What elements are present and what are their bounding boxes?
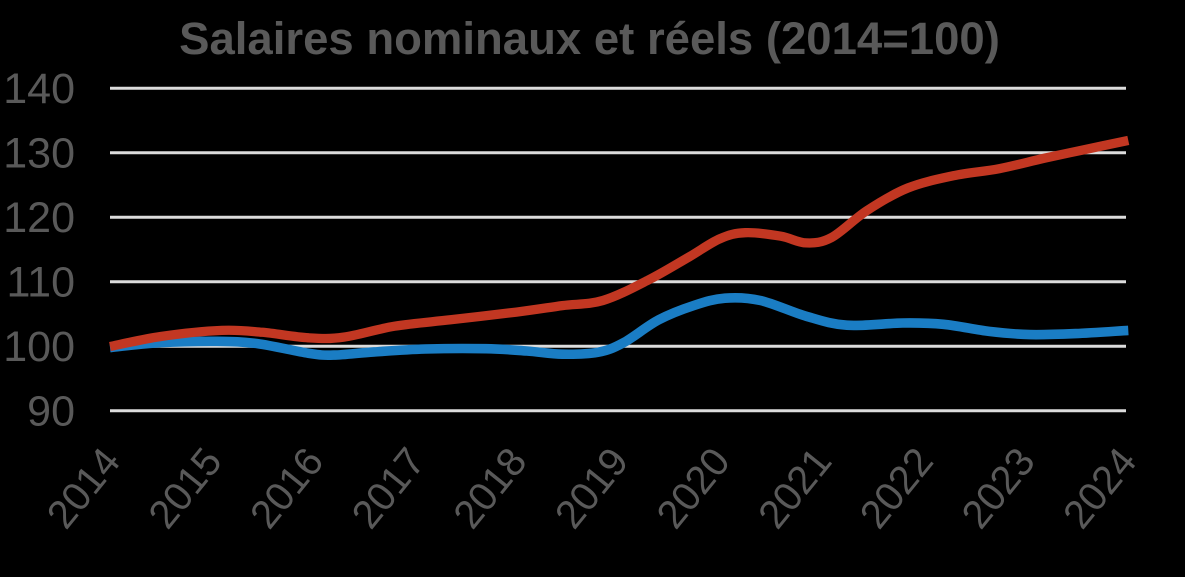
svg-text:Salaires nominaux et réels (20: Salaires nominaux et réels (2014=100) xyxy=(179,13,1000,64)
svg-text:100: 100 xyxy=(3,323,75,371)
svg-text:140: 140 xyxy=(3,65,75,113)
svg-text:110: 110 xyxy=(6,258,75,306)
svg-text:90: 90 xyxy=(27,387,75,435)
svg-text:120: 120 xyxy=(3,194,75,242)
svg-text:130: 130 xyxy=(3,129,75,177)
